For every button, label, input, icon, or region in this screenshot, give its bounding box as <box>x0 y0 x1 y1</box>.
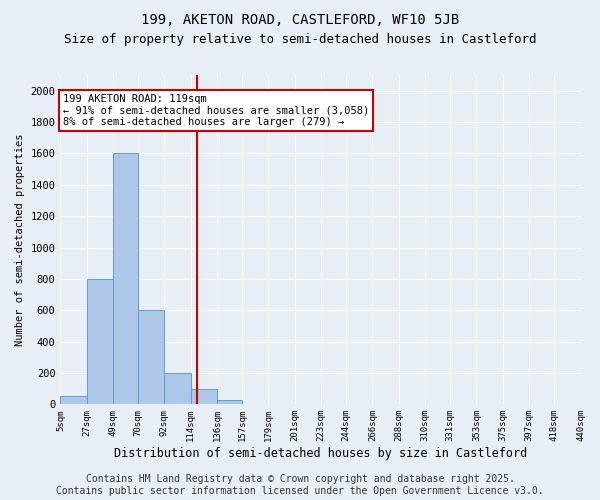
Bar <box>217 400 242 404</box>
Text: Contains HM Land Registry data © Crown copyright and database right 2025.
Contai: Contains HM Land Registry data © Crown c… <box>56 474 544 496</box>
Bar <box>61 396 87 404</box>
Text: 199, AKETON ROAD, CASTLEFORD, WF10 5JB: 199, AKETON ROAD, CASTLEFORD, WF10 5JB <box>141 12 459 26</box>
Bar <box>138 310 164 404</box>
X-axis label: Distribution of semi-detached houses by size in Castleford: Distribution of semi-detached houses by … <box>114 447 527 460</box>
Text: Size of property relative to semi-detached houses in Castleford: Size of property relative to semi-detach… <box>64 32 536 46</box>
Bar <box>87 279 113 404</box>
Bar <box>191 388 217 404</box>
Bar <box>113 154 138 404</box>
Y-axis label: Number of semi-detached properties: Number of semi-detached properties <box>15 134 25 346</box>
Text: 199 AKETON ROAD: 119sqm
← 91% of semi-detached houses are smaller (3,058)
8% of : 199 AKETON ROAD: 119sqm ← 91% of semi-de… <box>63 94 369 127</box>
Bar <box>164 373 191 404</box>
